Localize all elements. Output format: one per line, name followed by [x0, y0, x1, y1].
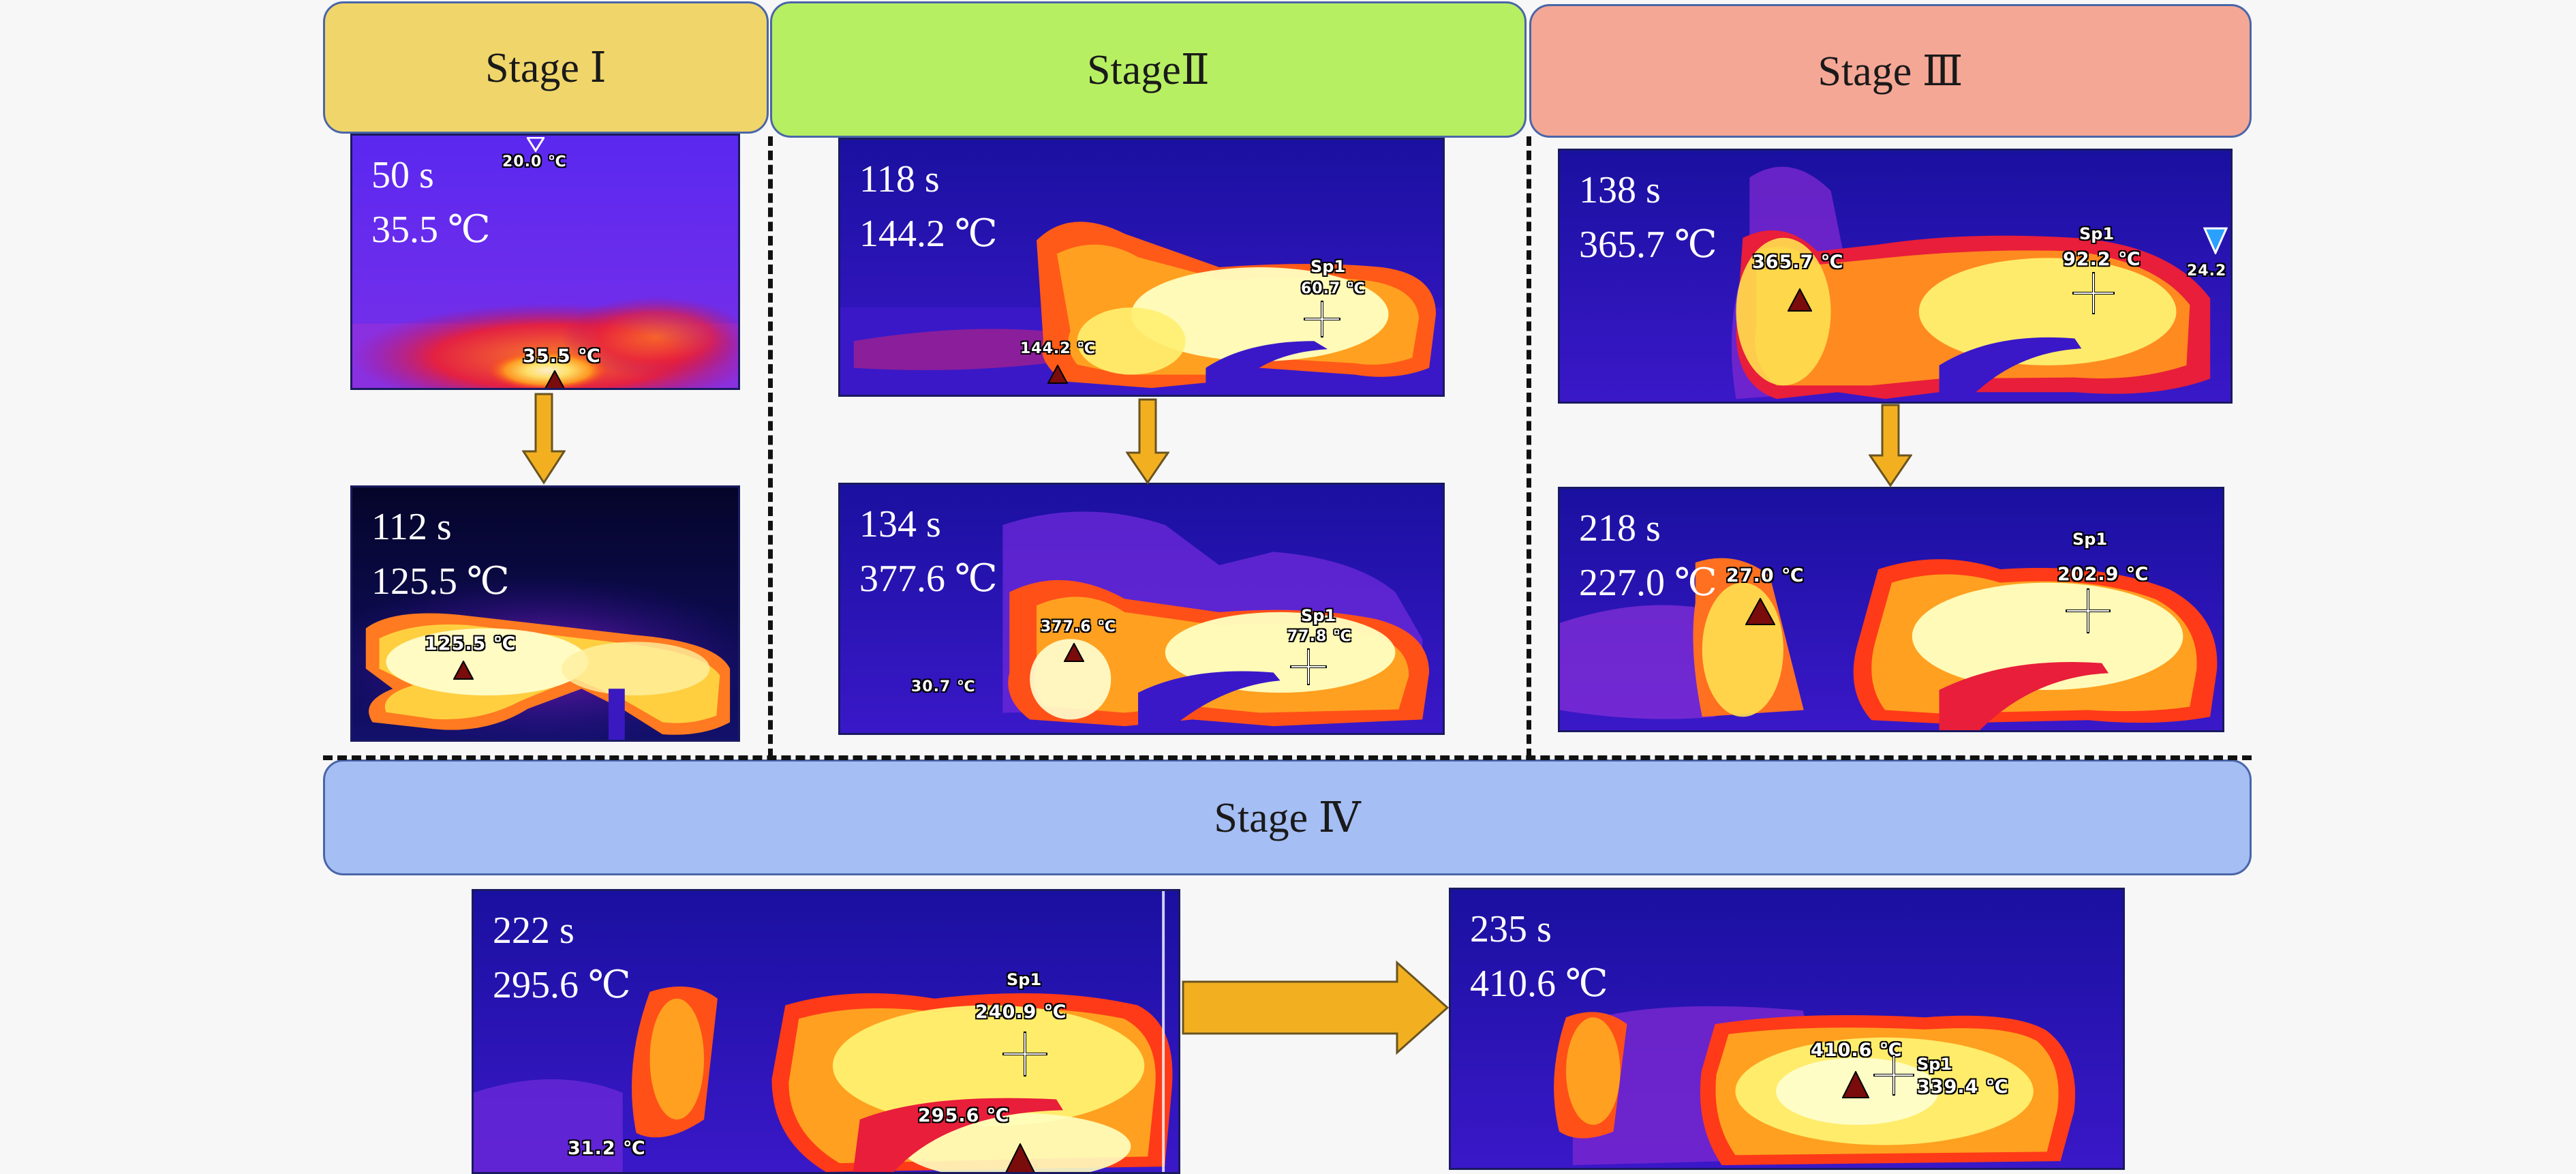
- right-arrow-stage-4: [1182, 960, 1450, 1055]
- panel-caption: 112 s 125.5 ℃: [371, 500, 510, 609]
- panel-caption: 235 s 410.6 ℃: [1470, 902, 1608, 1011]
- thermal-image-118s: 118 s 144.2 ℃ Sp1 60.7 ℃ 144.2 ℃: [838, 138, 1445, 397]
- spot-1-label: Sp1: [2072, 530, 2108, 549]
- max-temp-label: 125.5 ℃: [371, 560, 510, 603]
- spot-1-crosshair-icon: [1002, 1032, 1047, 1077]
- thermal-heatmap: [1451, 890, 2123, 1168]
- thermal-image-112s: 112 s 125.5 ℃ 125.5 ℃: [350, 485, 740, 742]
- hotspot-marker-icon: [1047, 365, 1068, 384]
- spot-1-temp-label: 339.4 ℃: [1917, 1077, 2009, 1098]
- panel-caption: 134 s 377.6 ℃: [859, 497, 998, 606]
- spot-1-crosshair-icon: [2072, 272, 2115, 314]
- hotspot-marker-icon: [1842, 1071, 1869, 1098]
- hotspot-temp-label: 295.6 ℃: [918, 1105, 1010, 1126]
- time-label: 138 s: [1579, 169, 1661, 211]
- thermal-heatmap: [474, 891, 1178, 1172]
- panel-caption: 118 s 144.2 ℃: [859, 152, 998, 261]
- reference-temp-label: 20.0 ℃: [502, 153, 567, 170]
- time-label: 222 s: [493, 909, 574, 952]
- down-arrow-stage-2: [1126, 398, 1169, 485]
- hotspot-marker-icon: [1005, 1143, 1035, 1172]
- spot-1-temp-label: 60.7 ℃: [1301, 280, 1366, 297]
- stage-4-label: Stage Ⅳ: [1214, 795, 1361, 841]
- hotspot-temp-label: 377.6 ℃: [1041, 618, 1116, 635]
- stage-1-header: Stage Ⅰ: [323, 1, 769, 134]
- thermal-heatmap: [352, 487, 738, 740]
- max-temp-label: 227.0 ℃: [1579, 562, 1717, 604]
- hotspot-marker-icon: [1745, 598, 1775, 625]
- time-label: 50 s: [371, 154, 434, 196]
- thermal-image-138s: 138 s 365.7 ℃ 365.7 ℃ Sp1 92.2 ℃ 24.2: [1558, 149, 2233, 404]
- hotspot-marker-icon: [1788, 288, 1812, 312]
- down-arrow-stage-3: [1869, 404, 1912, 487]
- spot-1-crosshair-icon: [1873, 1055, 1914, 1096]
- stage-4-header: Stage Ⅳ: [323, 759, 2252, 875]
- time-label: 112 s: [371, 506, 452, 548]
- stage-2-label: StageⅡ: [1087, 47, 1210, 93]
- spot-1-crosshair-icon: [2066, 588, 2111, 633]
- stage-3-header: Stage Ⅲ: [1529, 4, 2252, 138]
- thermal-heatmap: [840, 140, 1443, 395]
- spot-1-temp-label: 77.8 ℃: [1287, 628, 1352, 645]
- time-label: 235 s: [1470, 908, 1552, 950]
- thermal-image-50s: 50 s 35.5 ℃ 20.0 ℃ 35.5 ℃: [350, 134, 740, 390]
- spot-1-label: Sp1: [1917, 1055, 1952, 1074]
- reference-marker-icon: [527, 137, 545, 152]
- hotspot-temp-label: 125.5 ℃: [425, 633, 517, 654]
- panel-caption: 218 s 227.0 ℃: [1579, 501, 1717, 610]
- thermal-heatmap: [840, 485, 1443, 733]
- panel-caption: 222 s 295.6 ℃: [493, 903, 631, 1012]
- thermal-image-235s: 235 s 410.6 ℃ 410.6 ℃ Sp1 339.4 ℃: [1449, 888, 2125, 1170]
- stage-3-label: Stage Ⅲ: [1818, 48, 1963, 95]
- down-arrow-stage-1: [522, 393, 566, 485]
- time-label: 218 s: [1579, 507, 1661, 550]
- spot-1-crosshair-icon: [1304, 301, 1340, 337]
- thermal-heatmap: [352, 136, 738, 388]
- spot-1-label: Sp1: [1310, 257, 1346, 276]
- hotspot-temp-label: 144.2 ℃: [1020, 340, 1096, 357]
- divider-upper-lower: [323, 755, 2252, 760]
- max-temp-label: 144.2 ℃: [859, 213, 998, 255]
- reference-temp-label: 30.7 ℃: [911, 678, 976, 695]
- thermal-image-134s: 134 s 377.6 ℃ 377.6 ℃ Sp1 77.8 ℃ 30.7 ℃: [838, 483, 1445, 735]
- max-temp-label: 410.6 ℃: [1470, 963, 1608, 1005]
- max-temp-label: 377.6 ℃: [859, 558, 998, 600]
- hotspot-marker-icon: [545, 370, 565, 388]
- thermal-image-222s: 222 s 295.6 ℃ Sp1 240.9 ℃ 295.6 ℃ 31.2 ℃: [472, 889, 1180, 1174]
- spot-1-crosshair-icon: [1290, 648, 1327, 685]
- panel-caption: 138 s 365.7 ℃: [1579, 163, 1717, 272]
- time-label: 118 s: [859, 158, 940, 200]
- thermal-image-218s: 218 s 227.0 ℃ 27.0 ℃ Sp1 202.9 ℃: [1558, 487, 2224, 732]
- spot-1-temp-label: 202.9 ℃: [2057, 564, 2149, 585]
- divider-stage-1-2: [768, 136, 773, 758]
- hotspot-temp-label: 35.5 ℃: [523, 346, 601, 367]
- max-temp-label: 295.6 ℃: [493, 964, 631, 1006]
- spot-1-label: Sp1: [2079, 224, 2115, 243]
- reference-temp-label: 31.2 ℃: [568, 1138, 646, 1159]
- hotspot-temp-label: 365.7 ℃: [1752, 252, 1844, 273]
- panel-caption: 50 s 35.5 ℃: [371, 148, 491, 257]
- reference-marker-icon: [2203, 227, 2228, 254]
- spot-1-temp-label: 92.2 ℃: [2063, 249, 2141, 270]
- stage-1-label: Stage Ⅰ: [485, 45, 607, 91]
- spot-1-label: Sp1: [1301, 606, 1336, 625]
- thermal-heatmap: [1560, 151, 2230, 402]
- hotspot-temp-label: 27.0 ℃: [1726, 565, 1805, 586]
- stage-2-header: StageⅡ: [770, 1, 1527, 138]
- hotspot-temp-label: 410.6 ℃: [1811, 1040, 1903, 1061]
- divider-stage-2-3: [1527, 136, 1531, 758]
- hotspot-marker-icon: [1064, 643, 1084, 662]
- time-label: 134 s: [859, 503, 941, 545]
- max-temp-label: 35.5 ℃: [371, 209, 491, 251]
- max-temp-label: 365.7 ℃: [1579, 224, 1717, 266]
- spot-1-temp-label: 240.9 ℃: [975, 1002, 1067, 1023]
- hotspot-marker-icon: [453, 661, 474, 680]
- reference-temp-label: 24.2: [2187, 262, 2227, 280]
- thermal-heatmap: [1560, 489, 2222, 730]
- spot-1-label: Sp1: [1007, 970, 1042, 989]
